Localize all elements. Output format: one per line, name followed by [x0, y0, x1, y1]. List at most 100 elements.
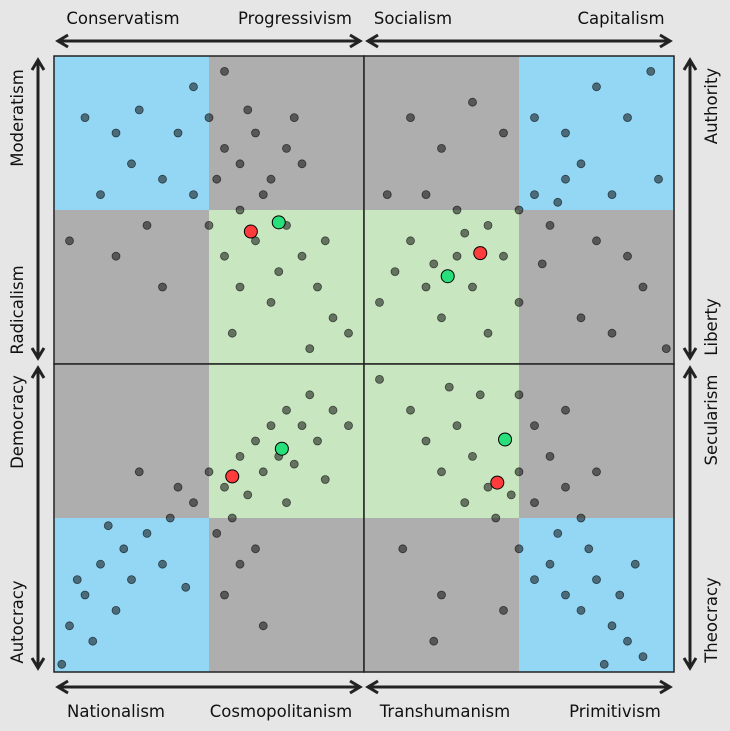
data-point: [328, 313, 338, 323]
data-point: [429, 636, 439, 646]
data-point: [313, 436, 322, 446]
panel-bottom-right: [363, 363, 675, 673]
arrow-top-right: [365, 33, 673, 49]
data-point: [181, 582, 191, 592]
points-top-left: [65, 67, 353, 354]
data-point: [189, 190, 198, 200]
red-marker: [473, 246, 488, 261]
ylabel-democracy: Democracy: [8, 375, 27, 469]
data-point: [320, 475, 330, 484]
blue-region: [54, 518, 209, 672]
data-point: [258, 621, 268, 631]
data-point: [235, 451, 245, 461]
data-point: [429, 259, 439, 269]
data-point: [251, 544, 260, 554]
blue-region: [519, 56, 674, 210]
data-point: [103, 521, 113, 531]
data-point: [576, 606, 586, 615]
arrowhead: [659, 679, 673, 695]
data-point: [111, 128, 121, 138]
data-point: [576, 159, 586, 169]
green-region: [364, 210, 519, 364]
ylabel-theocracy: Theocracy: [702, 577, 721, 664]
data-point: [514, 544, 524, 554]
data-point: [437, 590, 446, 600]
green-marker: [498, 432, 513, 447]
data-point: [483, 220, 493, 230]
gray-region: [519, 364, 674, 518]
data-point: [235, 559, 245, 569]
data-point: [421, 190, 431, 200]
data-point: [452, 251, 462, 261]
data-point: [204, 467, 214, 477]
data-point: [189, 498, 198, 508]
data-point: [235, 205, 245, 215]
data-point: [623, 113, 632, 122]
data-point: [514, 205, 524, 215]
points-bottom-left: [57, 390, 353, 669]
data-point: [320, 236, 330, 246]
green-marker: [271, 215, 286, 230]
data-point: [251, 436, 260, 446]
arrowhead: [682, 347, 698, 361]
ylabel-moderatism: Moderatism: [8, 69, 27, 167]
data-point: [530, 190, 539, 200]
arrow-top-left: [55, 33, 363, 49]
ylabel-autocracy: Autocracy: [8, 580, 27, 663]
data-point: [592, 236, 601, 246]
data-point: [235, 282, 245, 292]
data-point: [576, 313, 586, 323]
data-point: [344, 421, 353, 431]
gray-region: [209, 56, 364, 210]
arrowhead: [30, 657, 46, 671]
data-point: [468, 97, 477, 107]
data-point: [57, 659, 67, 669]
data-point: [545, 451, 555, 461]
red-marker: [490, 475, 505, 490]
data-point: [530, 575, 539, 584]
data-point: [406, 236, 415, 246]
data-point: [243, 490, 253, 500]
data-point: [243, 105, 253, 115]
data-point: [592, 467, 601, 477]
xlabel-transhumanism: Transhumanism: [379, 702, 510, 721]
data-point: [96, 190, 105, 200]
data-point: [406, 405, 415, 415]
data-point: [282, 498, 291, 508]
data-point: [282, 143, 291, 153]
arrow-bottom-left: [55, 679, 363, 695]
data-point: [258, 190, 268, 200]
data-point: [80, 590, 90, 600]
data-point: [111, 251, 121, 261]
arrow-left-top: [30, 57, 46, 361]
data-point: [561, 590, 570, 600]
data-point: [65, 236, 74, 246]
data-point: [398, 544, 408, 554]
data-point: [607, 621, 617, 631]
data-point: [607, 328, 617, 338]
data-point: [204, 113, 214, 122]
data-point: [630, 559, 640, 569]
panel-top-left: [53, 55, 365, 365]
data-point: [561, 405, 570, 415]
data-point: [158, 174, 167, 184]
panel-top-right: [363, 55, 675, 365]
data-point: [212, 174, 222, 184]
data-point: [607, 190, 617, 200]
data-point: [460, 498, 470, 508]
data-point: [452, 205, 462, 215]
ylabel-secularism: Secularism: [702, 375, 721, 466]
data-point: [173, 482, 183, 492]
data-point: [561, 174, 570, 184]
arrow-left-bottom: [30, 365, 46, 671]
data-point: [553, 197, 563, 207]
data-point: [483, 328, 493, 338]
data-point: [592, 82, 601, 92]
arrowhead: [659, 33, 673, 49]
data-point: [251, 128, 260, 138]
green-marker: [274, 441, 289, 456]
arrowhead: [349, 679, 363, 695]
arrowhead: [349, 33, 363, 49]
data-point: [220, 251, 229, 261]
data-point: [483, 482, 493, 492]
